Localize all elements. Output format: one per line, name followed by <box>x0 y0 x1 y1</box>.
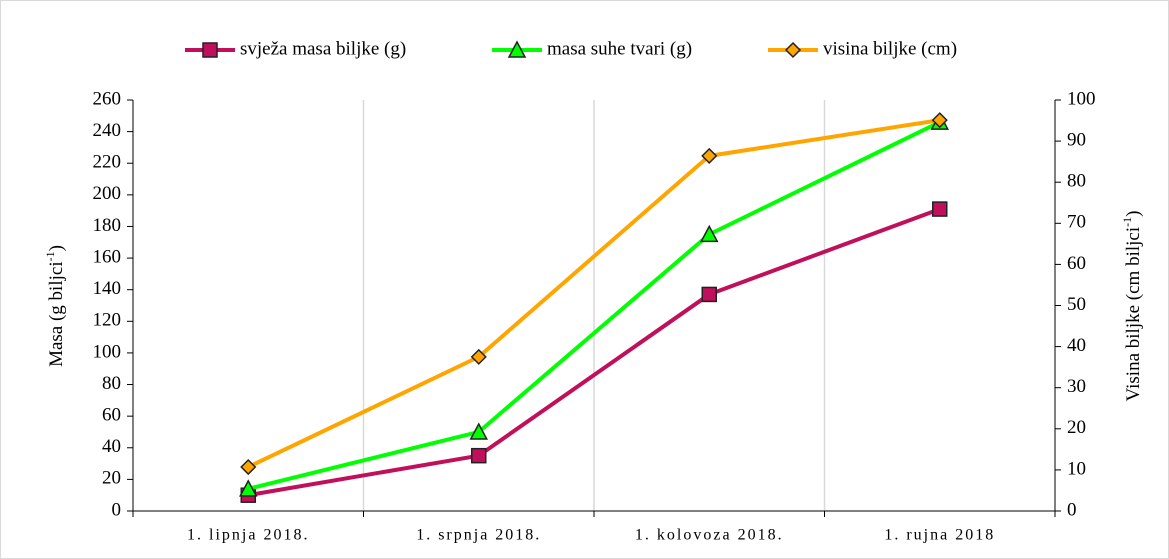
y2-tick-label: 40 <box>1067 335 1086 356</box>
series-line <box>247 118 941 469</box>
y2-tick-label: 30 <box>1067 376 1086 397</box>
y2-label-sup: -1 <box>1120 217 1134 227</box>
data-point <box>701 147 718 164</box>
y-axis-label: Masa (g biljci-1) <box>43 245 68 367</box>
y2-tick-label: 0 <box>1067 499 1077 520</box>
y-tick-label: 200 <box>93 183 122 204</box>
y-tick-label: 160 <box>93 246 122 267</box>
y2-tick-label: 70 <box>1067 212 1086 233</box>
y2-axis-label: Visina biljke (cm biljci-1) <box>1120 211 1145 402</box>
y-tick-label: 260 <box>93 88 122 109</box>
data-point <box>700 224 719 243</box>
y-label-sup: -1 <box>43 251 57 261</box>
y2-label-text: Visina biljke (cm biljci <box>1123 227 1144 402</box>
data-point <box>239 479 258 497</box>
legend-marker <box>507 40 527 58</box>
data-point <box>470 348 487 365</box>
y-tick-label: 60 <box>102 405 121 426</box>
y-tick-label: 80 <box>102 373 121 394</box>
data-point <box>469 422 488 440</box>
y2-tick-label: 80 <box>1067 171 1086 192</box>
y-tick-label: 120 <box>93 310 122 331</box>
y-tick-label: 20 <box>102 468 121 489</box>
y-tick-label: 240 <box>93 120 122 141</box>
data-point <box>240 458 257 476</box>
y2-tick-label: 20 <box>1067 417 1086 438</box>
legend-label: masa suhe tvari (g) <box>547 38 692 59</box>
y2-tick-label: 90 <box>1067 129 1086 150</box>
data-point <box>701 286 717 303</box>
y-tick-label: 220 <box>93 152 122 173</box>
data-point <box>931 112 948 129</box>
x-tick-label: 1. rujna 2018 <box>884 527 995 544</box>
legend-label: svježa masa biljke (g) <box>240 38 406 59</box>
series-line <box>247 120 941 491</box>
y-tick-label: 100 <box>93 341 122 362</box>
y2-tick-label: 100 <box>1067 88 1096 109</box>
y-tick-label: 140 <box>93 278 122 299</box>
x-tick-label: 1. lipnja 2018. <box>187 527 309 544</box>
legend-label: visina biljke (cm) <box>823 38 957 59</box>
y2-tick-label: 10 <box>1067 458 1086 479</box>
y-label-text: Masa (g biljci <box>46 261 67 367</box>
y2-label-end: ) <box>1123 211 1144 217</box>
x-tick-label: 1. kolovoza 2018. <box>635 527 784 544</box>
data-point <box>471 447 487 464</box>
y2-tick-label: 60 <box>1067 253 1086 274</box>
legend-marker <box>202 42 218 58</box>
y-tick-label: 40 <box>102 436 121 457</box>
y-tick-label: 0 <box>112 499 122 520</box>
data-point <box>932 201 948 217</box>
y-tick-label: 180 <box>93 215 122 236</box>
y2-tick-label: 50 <box>1067 294 1086 315</box>
x-tick-label: 1. srpnja 2018. <box>416 527 541 544</box>
legend-marker <box>784 41 802 59</box>
y-label-end: ) <box>46 245 67 251</box>
series-line <box>247 207 941 498</box>
